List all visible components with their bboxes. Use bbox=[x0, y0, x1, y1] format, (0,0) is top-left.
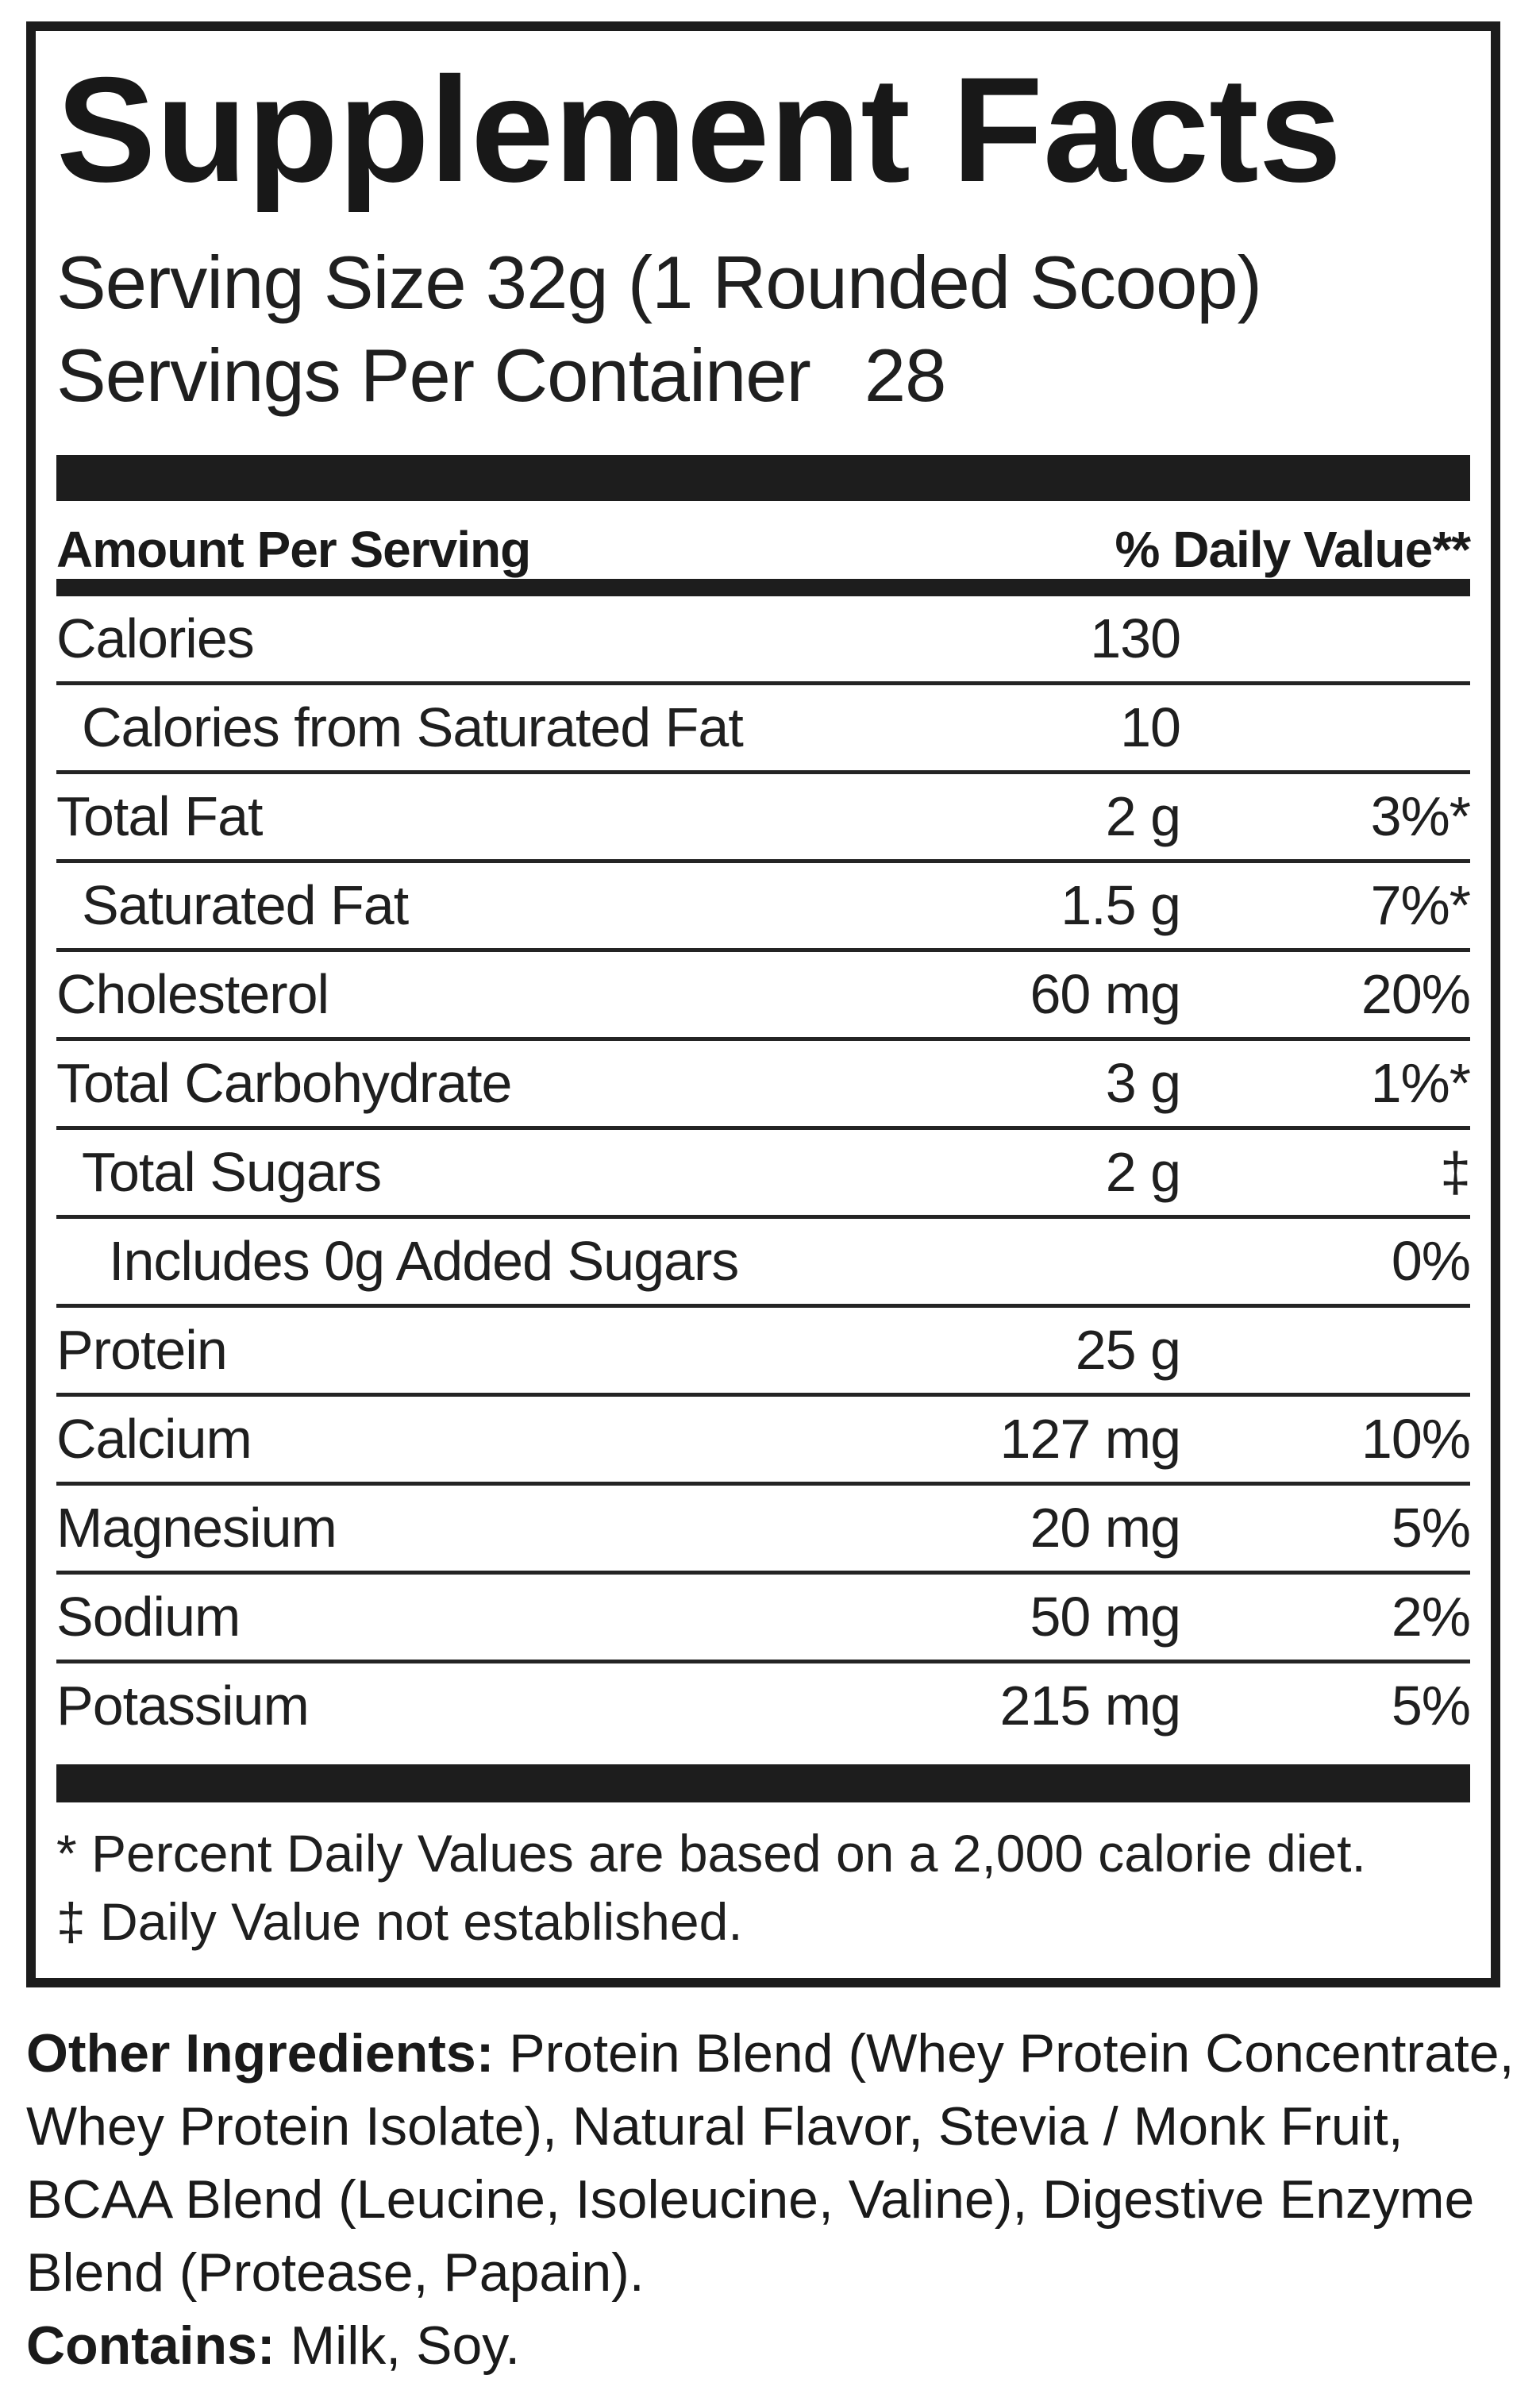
row-dv: 1%* bbox=[1370, 1052, 1471, 1114]
nutrient-row: Saturated Fat 1.5 g 7%* bbox=[56, 859, 1471, 948]
row-amount: 127 mg bbox=[999, 1408, 1181, 1470]
footnote-percent-daily-values: * Percent Daily Values are based on a 2,… bbox=[56, 1824, 1366, 1883]
servings-label: Servings Per Container bbox=[56, 333, 811, 417]
other-ingredients-section: Other Ingredients: Protein Blend (Whey P… bbox=[26, 2017, 1519, 2382]
amount-per-serving-header: Amount Per Serving bbox=[56, 521, 531, 578]
row-name: Total Fat bbox=[56, 785, 263, 847]
row-name: Total Carbohydrate bbox=[56, 1052, 512, 1114]
row-name: Calcium bbox=[56, 1408, 252, 1470]
row-amount: 25 g bbox=[1075, 1319, 1181, 1381]
row-amount: 2 g bbox=[1105, 785, 1181, 847]
row-amount bbox=[847, 1219, 1180, 1304]
row-name: Protein bbox=[56, 1319, 228, 1381]
row-amount: 50 mg bbox=[1030, 1586, 1181, 1648]
thick-divider-mid bbox=[56, 579, 1470, 596]
column-header-row: Amount Per Serving % Daily Value** bbox=[56, 520, 1471, 579]
other-ingredients-line3: BCAA Blend (Leucine, Isoleucine, Valine)… bbox=[26, 2169, 1475, 2230]
row-amount: 130 bbox=[1090, 607, 1181, 669]
row-dv bbox=[1180, 685, 1470, 770]
row-amount: 1.5 g bbox=[1061, 874, 1181, 936]
row-name: Potassium bbox=[56, 1675, 310, 1737]
nutrient-row: Sodium 50 mg 2% bbox=[56, 1571, 1471, 1660]
row-amount: 20 mg bbox=[1030, 1497, 1181, 1559]
row-name: Includes 0g Added Sugars bbox=[109, 1230, 739, 1292]
other-ingredients-line1: Protein Blend (Whey Protein Concentrate, bbox=[494, 2023, 1515, 2084]
row-dv: 5% bbox=[1391, 1675, 1471, 1737]
row-dv: 20% bbox=[1361, 963, 1471, 1025]
row-name: Cholesterol bbox=[56, 963, 329, 1025]
row-dv: 3%* bbox=[1370, 785, 1471, 847]
servings-value: 28 bbox=[864, 333, 947, 417]
other-ingredients-line4: Blend (Protease, Papain). bbox=[26, 2242, 645, 2303]
nutrient-row: Total Carbohydrate 3 g 1%* bbox=[56, 1037, 1471, 1126]
other-ingredients-label: Other Ingredients: bbox=[26, 2023, 495, 2084]
footnote-daily-value-not-established: ‡ Daily Value not established. bbox=[56, 1892, 743, 1951]
row-dv bbox=[1180, 1308, 1470, 1393]
daily-value-header: % Daily Value** bbox=[1115, 521, 1471, 578]
row-amount: 10 bbox=[1120, 696, 1181, 758]
serving-size: Serving Size 32g (1 Rounded Scoop) bbox=[56, 241, 1262, 324]
row-dv: ‡ bbox=[1440, 1141, 1471, 1203]
nutrient-row: Protein 25 g bbox=[56, 1304, 1470, 1393]
row-name: Magnesium bbox=[56, 1497, 337, 1559]
row-amount: 2 g bbox=[1105, 1141, 1181, 1203]
row-amount: 3 g bbox=[1105, 1052, 1181, 1114]
serving-info: Serving Size 32g (1 Rounded Scoop) Servi… bbox=[56, 236, 1470, 422]
row-dv: 0% bbox=[1391, 1230, 1471, 1292]
nutrient-row: Magnesium 20 mg 5% bbox=[56, 1482, 1471, 1571]
row-name: Calories from Saturated Fat bbox=[82, 696, 744, 758]
row-amount: 215 mg bbox=[999, 1675, 1181, 1737]
row-name: Calories bbox=[56, 607, 255, 669]
panel-title: Supplement Facts bbox=[56, 46, 1342, 213]
other-ingredients-line2: Whey Protein Isolate), Natural Flavor, S… bbox=[26, 2096, 1403, 2157]
nutrient-row: Includes 0g Added Sugars 0% bbox=[56, 1215, 1471, 1304]
row-dv: 2% bbox=[1391, 1586, 1471, 1648]
contains-text: Milk, Soy. bbox=[275, 2315, 521, 2376]
row-amount: 60 mg bbox=[1030, 963, 1181, 1025]
nutrient-rows: Calories 130 Calories from Saturated Fat… bbox=[56, 596, 1471, 1748]
nutrient-row: Total Fat 2 g 3%* bbox=[56, 770, 1471, 859]
thick-divider-bottom bbox=[56, 1764, 1470, 1802]
thick-divider-top bbox=[56, 455, 1470, 501]
servings-per-container: Servings Per Container 28 bbox=[56, 329, 1470, 422]
nutrient-row: Potassium 215 mg 5% bbox=[56, 1660, 1471, 1748]
supplement-facts-panel: Supplement Facts Serving Size 32g (1 Rou… bbox=[26, 21, 1500, 1987]
row-dv: 5% bbox=[1391, 1497, 1471, 1559]
nutrient-row: Calories 130 bbox=[56, 596, 1470, 681]
row-dv bbox=[1180, 596, 1470, 681]
contains-label: Contains: bbox=[26, 2315, 275, 2376]
nutrient-row: Calcium 127 mg 10% bbox=[56, 1393, 1471, 1482]
row-name: Total Sugars bbox=[82, 1141, 382, 1203]
nutrient-row: Cholesterol 60 mg 20% bbox=[56, 948, 1471, 1037]
row-name: Saturated Fat bbox=[82, 874, 409, 936]
nutrient-row: Calories from Saturated Fat 10 bbox=[56, 681, 1470, 770]
row-dv: 7%* bbox=[1370, 874, 1471, 936]
row-dv: 10% bbox=[1361, 1408, 1471, 1470]
nutrient-row: Total Sugars 2 g ‡ bbox=[56, 1126, 1471, 1215]
row-name: Sodium bbox=[56, 1586, 241, 1648]
